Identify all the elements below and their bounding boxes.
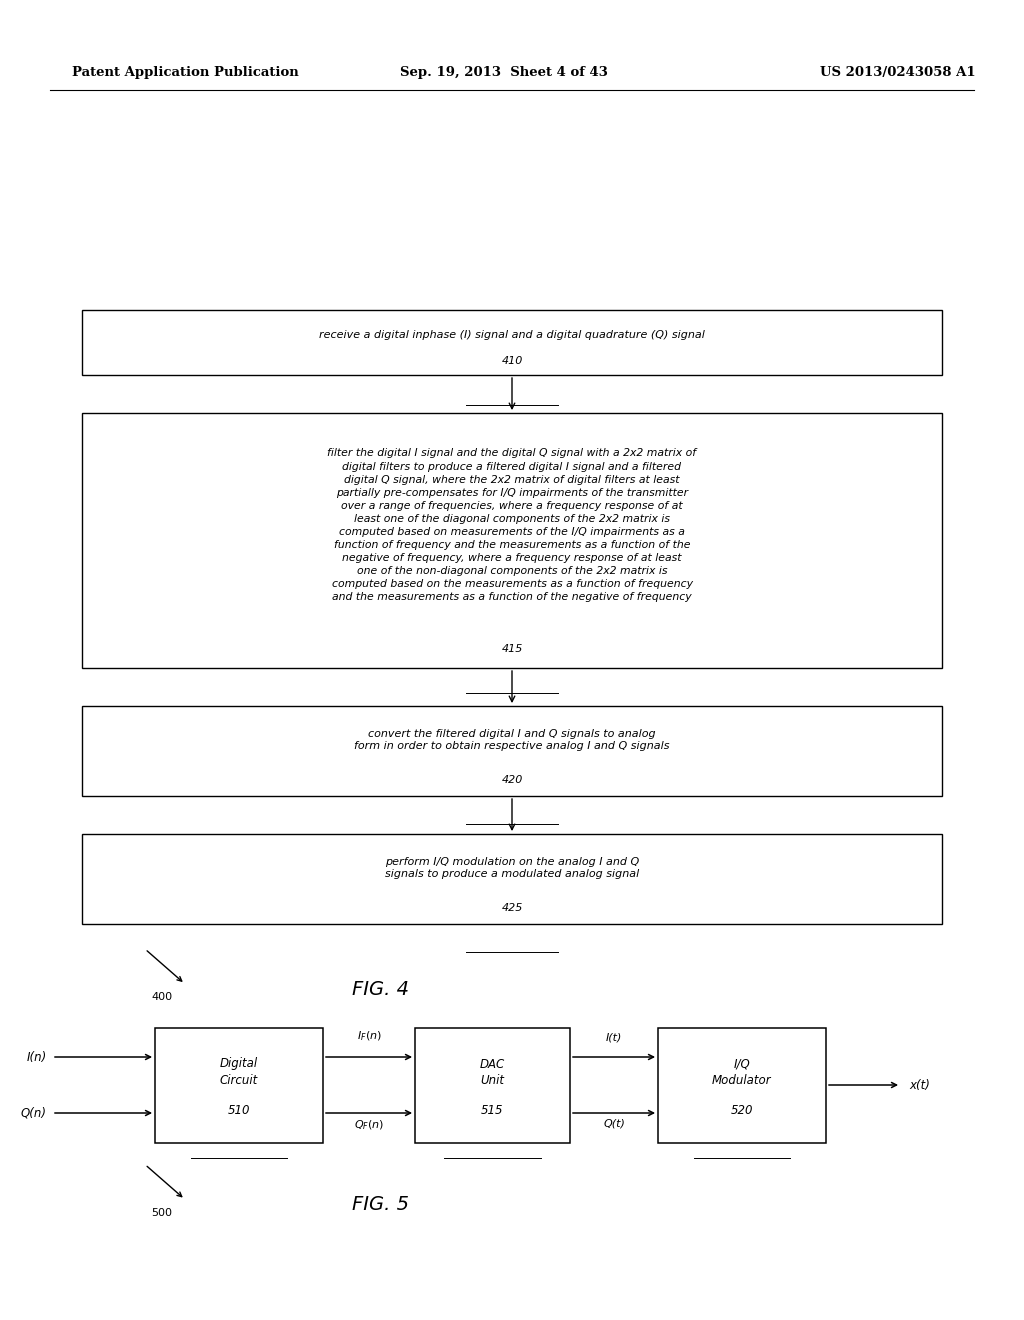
Text: FIG. 4: FIG. 4 (351, 979, 409, 998)
Bar (82, 706, 942, 796)
Text: I(t): I(t) (606, 1034, 623, 1043)
Text: Patent Application Publication: Patent Application Publication (72, 66, 299, 78)
Text: FIG. 5: FIG. 5 (351, 1195, 409, 1214)
Text: 510: 510 (227, 1105, 250, 1118)
Text: Q(n): Q(n) (22, 1106, 47, 1119)
Text: perform I/Q modulation on the analog I and Q
signals to produce a modulated anal: perform I/Q modulation on the analog I a… (385, 857, 639, 879)
Text: receive a digital inphase (I) signal and a digital quadrature (Q) signal: receive a digital inphase (I) signal and… (319, 330, 705, 339)
Text: 410: 410 (502, 355, 522, 366)
Text: Digital
Circuit: Digital Circuit (220, 1057, 258, 1086)
Text: Sep. 19, 2013  Sheet 4 of 43: Sep. 19, 2013 Sheet 4 of 43 (400, 66, 608, 78)
Text: 520: 520 (731, 1105, 754, 1118)
Text: $Q_F(n)$: $Q_F(n)$ (354, 1118, 384, 1131)
Bar (155, 1027, 323, 1143)
Text: I(n): I(n) (27, 1051, 47, 1064)
Text: Q(t): Q(t) (603, 1118, 625, 1129)
Text: 500: 500 (152, 1208, 172, 1217)
Text: $I_F(n)$: $I_F(n)$ (356, 1030, 382, 1043)
Text: I/Q
Modulator: I/Q Modulator (712, 1057, 772, 1086)
Text: 425: 425 (502, 903, 522, 913)
Text: 400: 400 (152, 993, 173, 1002)
Text: filter the digital I signal and the digital Q signal with a 2x2 matrix of
digita: filter the digital I signal and the digi… (328, 449, 696, 602)
Bar (82, 834, 942, 924)
Text: DAC
Unit: DAC Unit (480, 1057, 505, 1086)
Bar (82, 413, 942, 668)
Bar (415, 1027, 570, 1143)
Text: 515: 515 (481, 1105, 504, 1118)
Text: US 2013/0243058 A1: US 2013/0243058 A1 (820, 66, 976, 78)
Text: convert the filtered digital I and Q signals to analog
form in order to obtain r: convert the filtered digital I and Q sig… (354, 729, 670, 751)
Bar (658, 1027, 826, 1143)
Text: 420: 420 (502, 775, 522, 785)
Text: 415: 415 (502, 644, 522, 653)
Bar (82, 310, 942, 375)
Text: x(t): x(t) (909, 1078, 930, 1092)
